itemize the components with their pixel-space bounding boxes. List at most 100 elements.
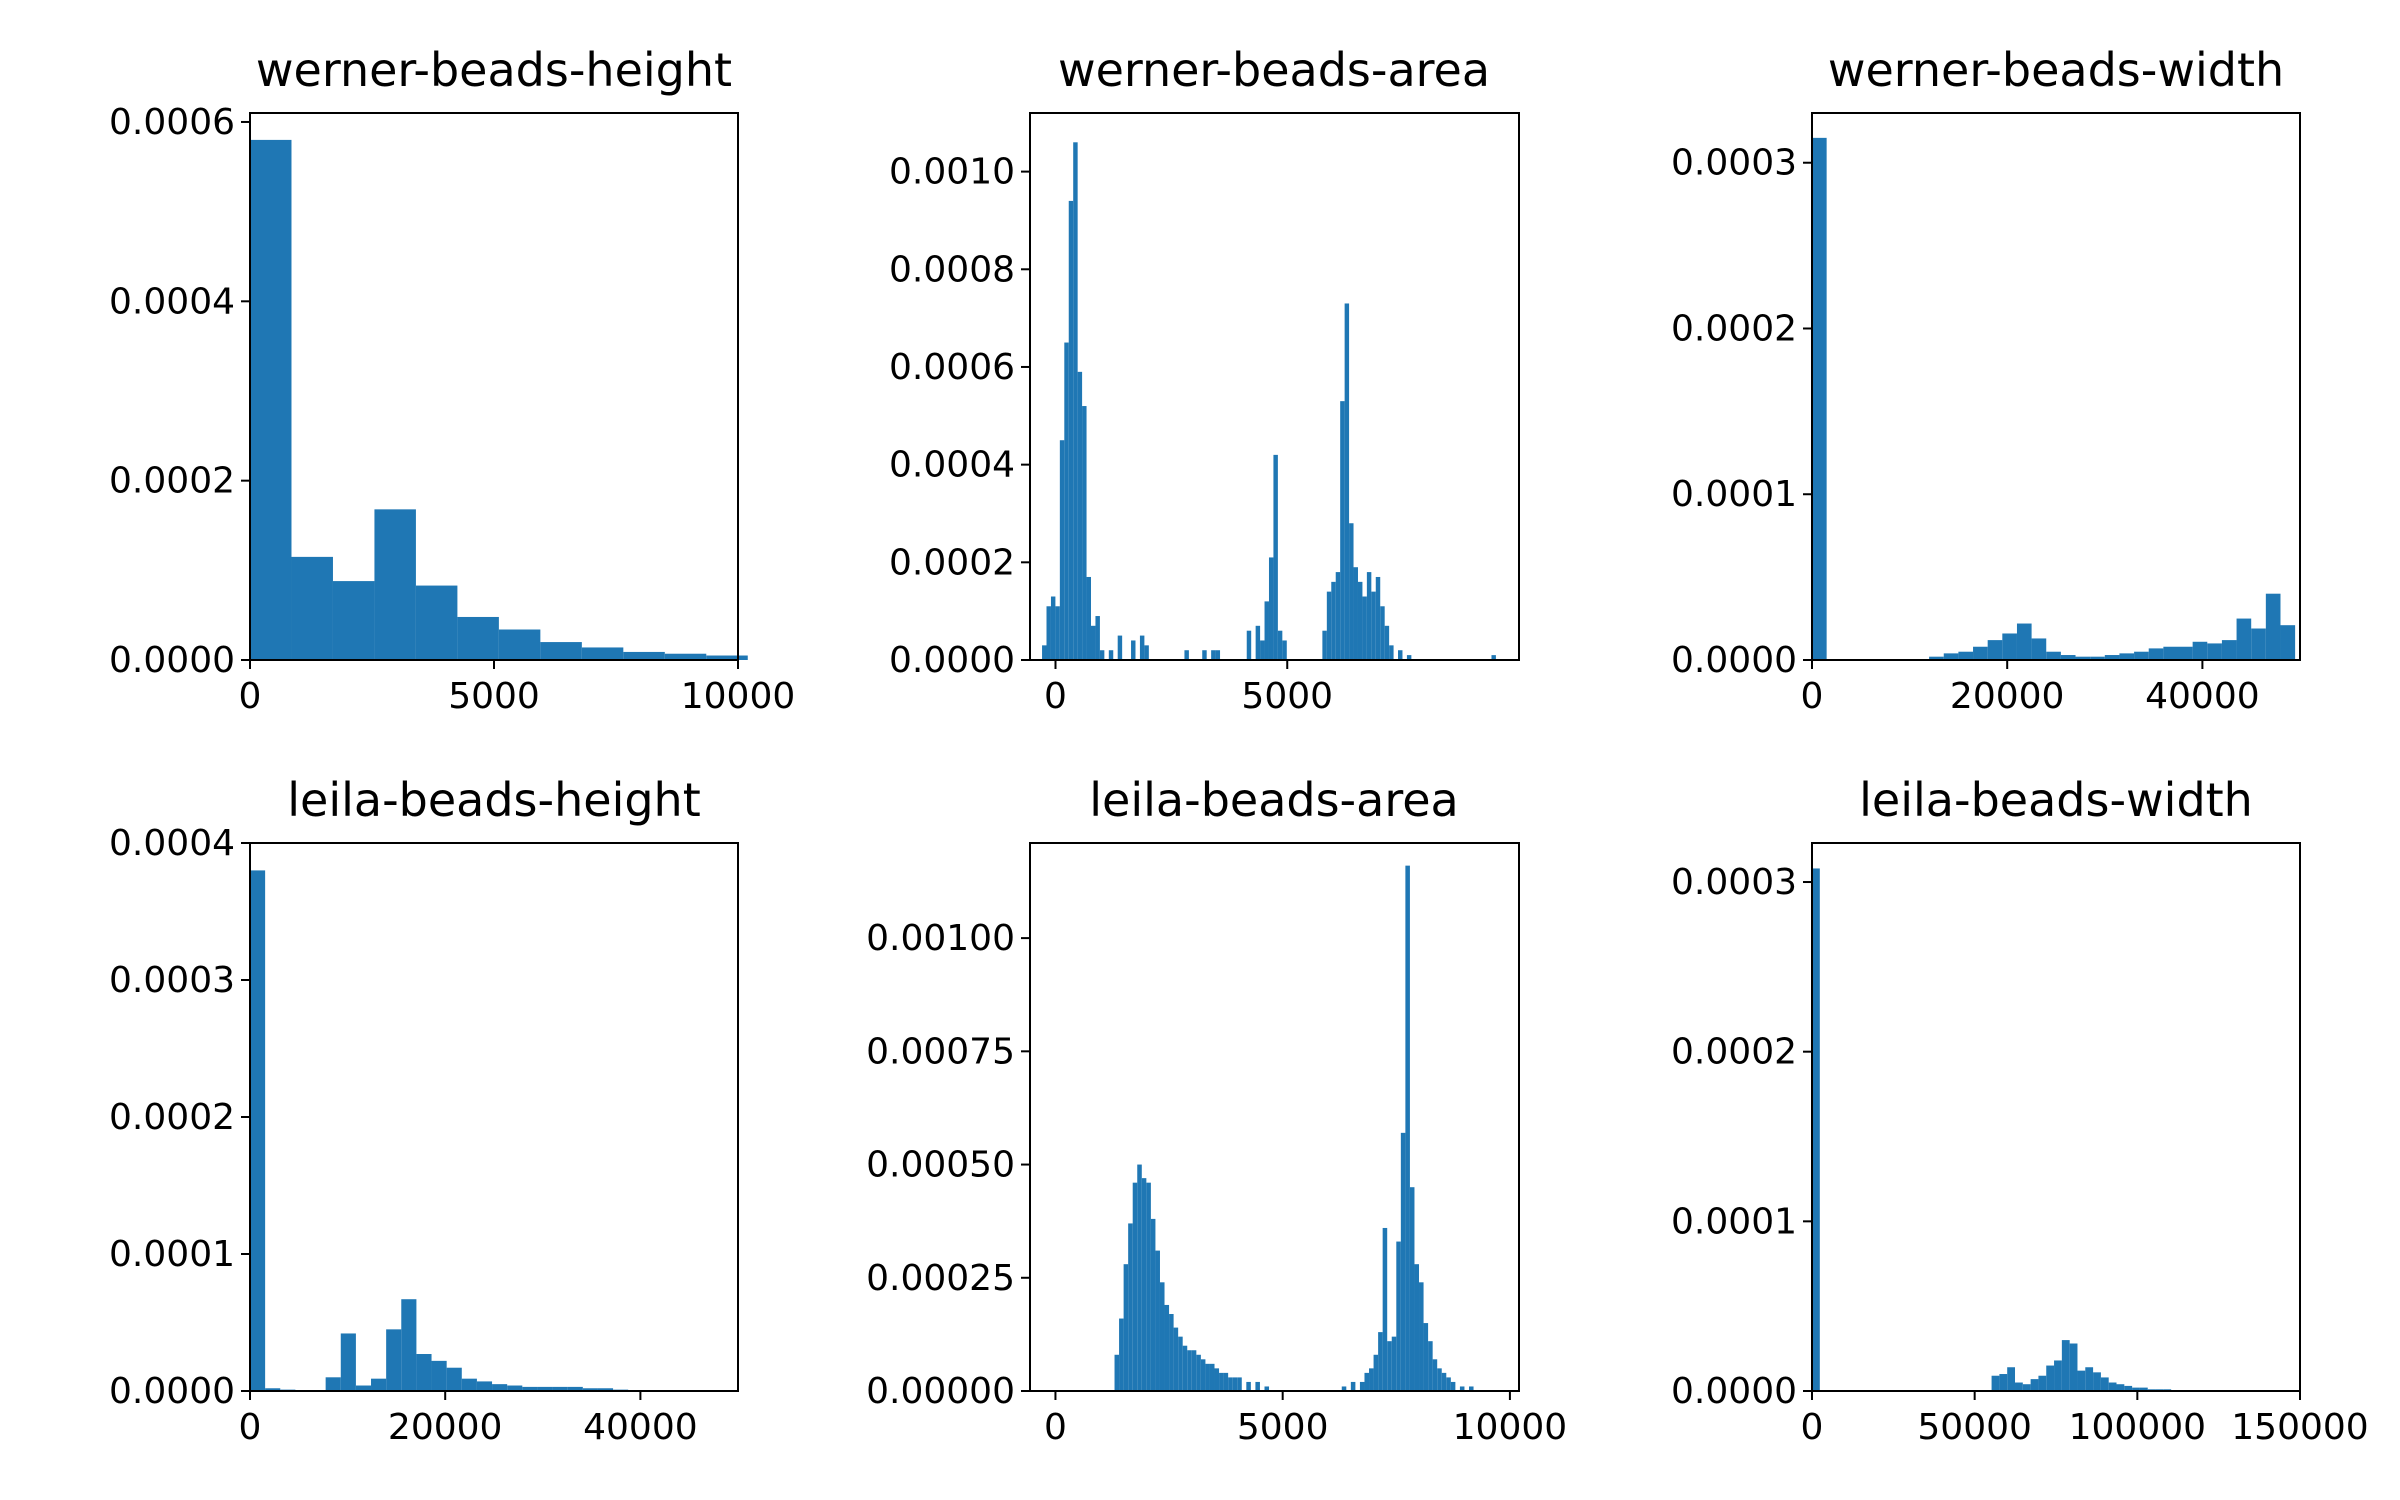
subplot-title: werner-beads-area: [1058, 43, 1490, 97]
x-tick-label: 0: [1801, 676, 1824, 717]
histogram-bar: [597, 1388, 614, 1391]
histogram-bar: [1086, 576, 1091, 660]
histogram-bar: [664, 653, 707, 660]
histogram-bar: [1344, 303, 1350, 660]
histogram-bar: [250, 139, 292, 660]
y-tick-label: 0.0008: [889, 249, 1015, 290]
y-tick-label: 0.0003: [1671, 862, 1797, 903]
histogram-bar: [2134, 651, 2149, 660]
x-tick-label: 5000: [1241, 676, 1333, 717]
histogram-bar: [1215, 650, 1221, 660]
histogram-bar: [1423, 1323, 1429, 1391]
histogram-bar: [2030, 1379, 2039, 1391]
histogram-bar: [1396, 1241, 1401, 1391]
x-tick-label: 20000: [1950, 676, 2065, 717]
histogram-bar: [1350, 1381, 1356, 1391]
histogram-bar: [1202, 650, 1207, 660]
histogram-bar: [1255, 1381, 1260, 1391]
histogram-bar: [1219, 1372, 1224, 1391]
histogram-bar: [498, 629, 541, 660]
histogram-bar: [1987, 640, 2003, 660]
x-tick-label: 10000: [681, 676, 796, 717]
histogram-bar: [1123, 1264, 1129, 1391]
histogram-bar: [1187, 1350, 1192, 1391]
histogram-bar: [2075, 656, 2091, 660]
histogram-bar: [371, 1378, 387, 1391]
y-tick-label: 0.0004: [109, 823, 235, 864]
y-tick-label: 0.0006: [109, 102, 235, 143]
histogram-bar: [1406, 655, 1412, 660]
histogram-bar: [2116, 1384, 2125, 1391]
histogram-bar: [1369, 1368, 1374, 1391]
y-tick-label: 0.0004: [109, 281, 235, 322]
axes-frame: [1811, 842, 2301, 1392]
histogram-bar: [2007, 1367, 2016, 1391]
histogram-bar: [1082, 406, 1087, 660]
y-tick-label: 0.0001: [109, 1234, 235, 1275]
histogram-bar: [1359, 1381, 1365, 1391]
histogram-bar: [1340, 401, 1345, 660]
histogram-bar: [1405, 865, 1410, 1391]
y-tick-label: 0.0000: [1671, 640, 1797, 681]
x-tick-label: 10000: [1453, 1407, 1568, 1448]
histogram-bar: [1141, 1178, 1147, 1391]
histogram-bar: [2093, 1372, 2101, 1391]
histogram-bar: [1400, 1132, 1406, 1391]
histogram-bar: [492, 1384, 508, 1391]
histogram-bar: [1068, 200, 1074, 660]
y-tick-label: 0.0001: [1671, 474, 1797, 515]
histogram-bar: [457, 616, 499, 660]
histogram-bar: [2002, 633, 2017, 660]
x-tick-label: 50000: [1917, 1407, 2032, 1448]
histogram-bar: [2077, 1370, 2086, 1391]
histogram-bar: [2046, 651, 2061, 660]
subplot-title: leila-beads-area: [1089, 773, 1458, 827]
histogram-bar: [1108, 650, 1114, 660]
y-tick-label: 0.00050: [866, 1145, 1015, 1186]
histogram-bar: [1191, 1350, 1197, 1391]
histogram-bar: [1282, 640, 1287, 660]
histogram-bar: [1364, 1372, 1370, 1391]
histogram-bar: [2221, 640, 2237, 660]
histogram-bar: [2280, 625, 2296, 660]
histogram-bar: [1099, 650, 1105, 660]
histogram-bar: [1264, 1386, 1270, 1391]
histogram-bar: [1211, 650, 1216, 660]
histogram-bar: [2046, 1365, 2055, 1391]
histogram-bar: [1375, 576, 1381, 660]
subplot-title: leila-beads-height: [287, 773, 701, 827]
y-tick-label: 0.0006: [889, 347, 1015, 388]
histogram-bar: [1146, 1182, 1151, 1391]
histogram-bar: [2178, 646, 2193, 660]
x-tick-label: 20000: [388, 1407, 503, 1448]
histogram-bar: [1414, 1264, 1420, 1391]
histogram-bar: [1155, 1250, 1160, 1391]
histogram-bar: [623, 651, 665, 660]
histogram-bar: [1132, 1182, 1138, 1391]
histogram-bar: [1349, 523, 1354, 660]
x-tick-label: 0: [1801, 1407, 1824, 1448]
y-tick-label: 0.00100: [866, 918, 1015, 959]
histogram-bar: [1335, 572, 1341, 660]
histogram-bar: [1419, 1282, 1424, 1391]
axes-frame: [1811, 112, 2301, 661]
x-tick-label: 0: [239, 676, 262, 717]
histogram-bar: [1117, 635, 1123, 660]
histogram-bar: [1050, 596, 1056, 660]
histogram-bar: [401, 1299, 417, 1391]
histogram-bar: [1139, 635, 1145, 660]
histogram-bar: [461, 1378, 477, 1391]
histogram-bar: [1469, 1386, 1474, 1391]
y-tick-label: 0.0000: [889, 640, 1015, 681]
histogram-bar: [1268, 557, 1274, 660]
histogram-bar: [2148, 648, 2164, 660]
y-tick-label: 0.0000: [109, 640, 235, 681]
histogram-bar: [1246, 630, 1252, 660]
subplot-title: leila-beads-width: [1859, 773, 2253, 827]
histogram-bar: [446, 1367, 462, 1391]
histogram-bar: [1277, 630, 1283, 660]
subplot-leila-beads-area: leila-beads-area 0 5000 10000 0.00000 0.0002…: [866, 773, 1567, 1448]
histogram-bar: [1205, 1363, 1210, 1391]
y-tick-label: 0.0003: [109, 960, 235, 1001]
